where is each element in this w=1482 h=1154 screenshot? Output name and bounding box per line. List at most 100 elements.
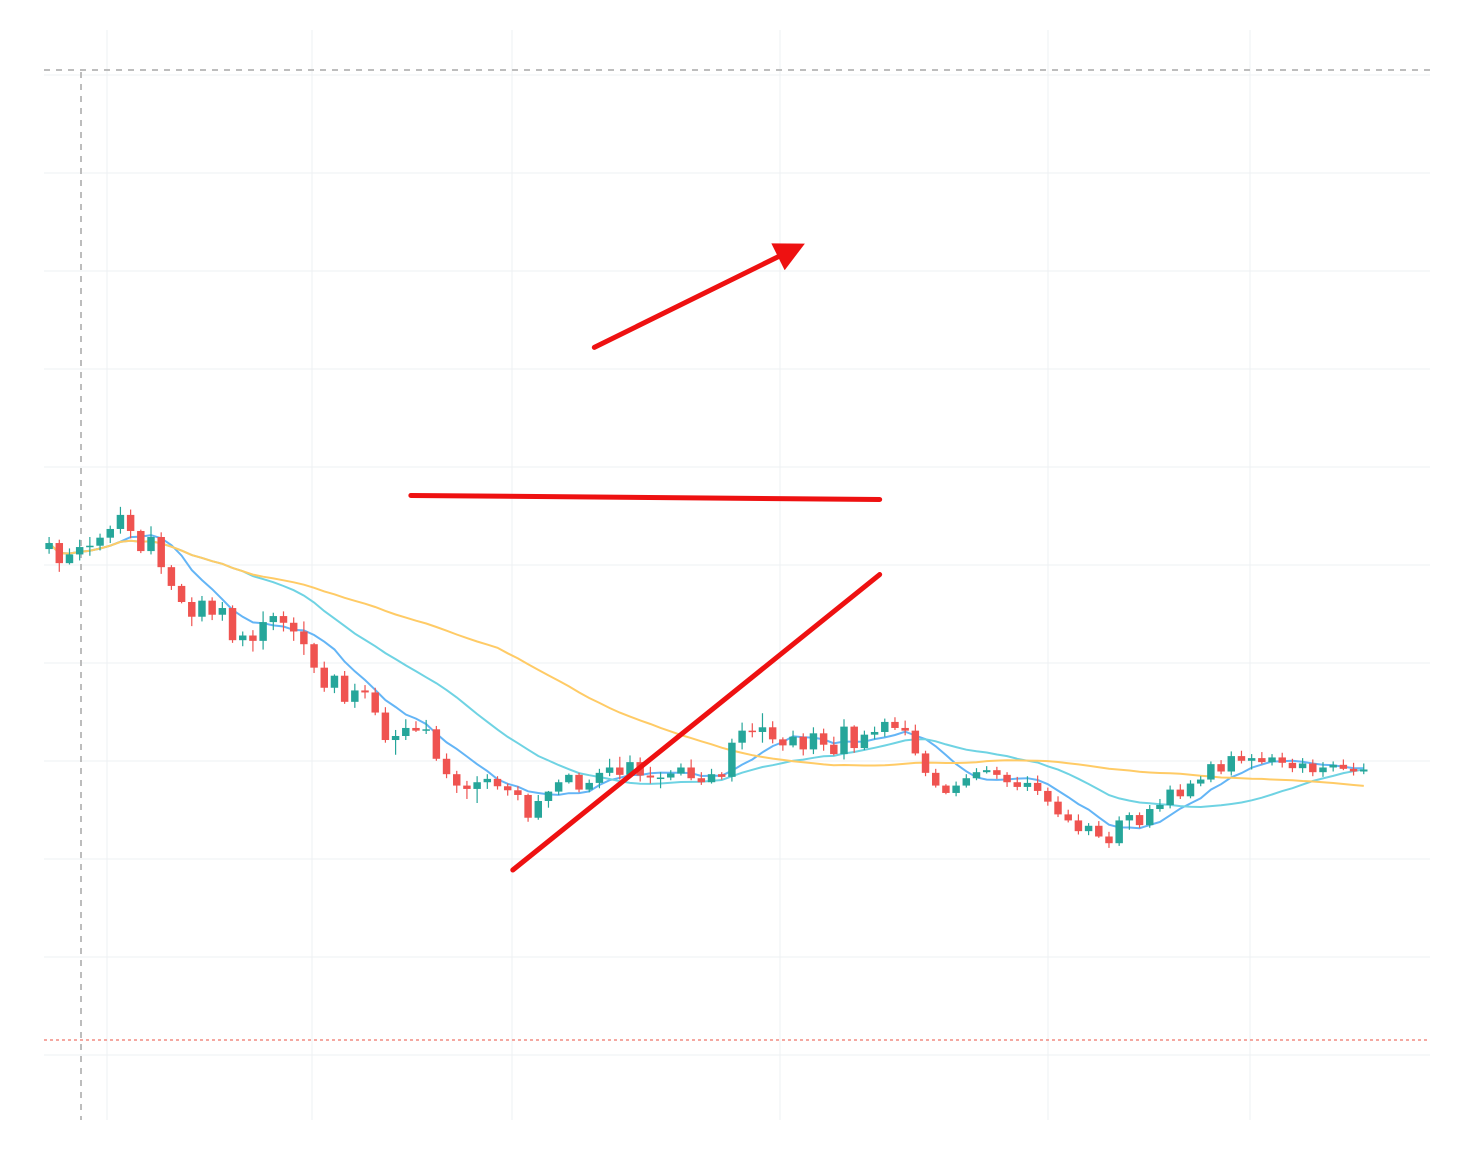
candle xyxy=(45,537,53,554)
candle-body xyxy=(1278,757,1286,763)
candle xyxy=(473,776,481,803)
candle-body xyxy=(748,730,757,733)
candle-body xyxy=(1258,758,1266,763)
candle xyxy=(605,758,614,777)
candle xyxy=(96,533,104,551)
candle xyxy=(361,685,369,699)
candle-body xyxy=(1156,805,1164,810)
candle-body xyxy=(677,767,685,774)
candle-body xyxy=(55,543,64,564)
moving-averages xyxy=(48,534,1364,830)
candle-body xyxy=(238,635,247,641)
candle xyxy=(167,565,176,590)
candle-body xyxy=(106,528,114,538)
candle-body xyxy=(208,600,216,615)
candle-body xyxy=(1360,769,1368,772)
candle xyxy=(137,529,145,554)
candle-body xyxy=(779,739,787,746)
candle-body xyxy=(524,794,532,818)
candle-body xyxy=(1003,774,1011,783)
candle xyxy=(75,539,84,561)
candle xyxy=(891,717,899,730)
candle-body xyxy=(453,774,461,786)
candle xyxy=(952,781,960,797)
candle xyxy=(1309,759,1317,777)
candle-body xyxy=(1105,836,1113,844)
candle-body xyxy=(1013,782,1021,787)
candle xyxy=(116,506,125,534)
candle xyxy=(544,790,553,808)
candle xyxy=(1095,821,1103,838)
candle xyxy=(870,726,879,740)
candle xyxy=(432,725,441,761)
candle-body xyxy=(137,530,145,552)
candle-body xyxy=(575,774,583,790)
candle xyxy=(1074,814,1083,835)
candle-body xyxy=(758,727,767,732)
candle xyxy=(55,539,64,572)
trendline-annotation xyxy=(510,572,883,873)
candle xyxy=(1247,754,1256,770)
candle xyxy=(1044,787,1052,806)
candle xyxy=(768,721,777,744)
candle xyxy=(493,776,502,790)
candle xyxy=(942,784,950,795)
candle xyxy=(310,642,318,674)
candle-body xyxy=(1237,756,1246,761)
candle-body xyxy=(157,537,165,568)
candle xyxy=(921,750,930,777)
candle-body xyxy=(1217,764,1225,772)
candle-body xyxy=(860,734,869,749)
candle xyxy=(1064,809,1072,823)
candle xyxy=(1258,752,1266,765)
candle xyxy=(147,526,155,555)
candle xyxy=(534,794,543,820)
candle xyxy=(1196,776,1205,787)
candle-body xyxy=(942,785,950,793)
candle-body xyxy=(300,631,308,645)
candle xyxy=(1217,760,1225,775)
candle xyxy=(809,727,818,755)
candle-body xyxy=(1288,762,1297,769)
candle-body xyxy=(412,727,420,731)
candle-body xyxy=(1146,809,1154,826)
candle xyxy=(463,780,471,799)
candle xyxy=(565,773,573,784)
candle xyxy=(789,730,797,748)
candle-body xyxy=(840,726,848,755)
candle-body xyxy=(1319,767,1327,773)
candle xyxy=(1033,775,1042,795)
candle xyxy=(453,770,461,793)
candle xyxy=(177,583,186,604)
candle-body xyxy=(188,602,196,617)
candle xyxy=(1227,751,1236,776)
candle xyxy=(993,766,1001,779)
candle-body xyxy=(1023,782,1032,787)
candle-body xyxy=(330,675,339,688)
candle-body xyxy=(96,537,104,546)
candle xyxy=(514,786,522,801)
candle-body xyxy=(442,758,451,775)
candle-body xyxy=(667,773,675,778)
candle xyxy=(422,719,430,734)
candle-body xyxy=(717,774,726,777)
candle-body xyxy=(687,767,695,779)
candle-body xyxy=(493,778,502,787)
candle-body xyxy=(850,726,858,749)
candle xyxy=(198,595,206,622)
candle-body xyxy=(901,727,909,731)
candle xyxy=(707,768,716,784)
candle-body xyxy=(269,616,278,623)
candle-body xyxy=(361,690,369,693)
candle xyxy=(442,753,451,779)
candle xyxy=(1278,752,1286,768)
candle-body xyxy=(483,778,492,783)
candle-body xyxy=(259,622,267,641)
candle xyxy=(157,532,165,574)
candle-body xyxy=(728,742,736,777)
candle xyxy=(524,793,532,822)
candle xyxy=(646,766,655,784)
candle-body xyxy=(799,736,807,750)
candle-body xyxy=(595,772,604,783)
